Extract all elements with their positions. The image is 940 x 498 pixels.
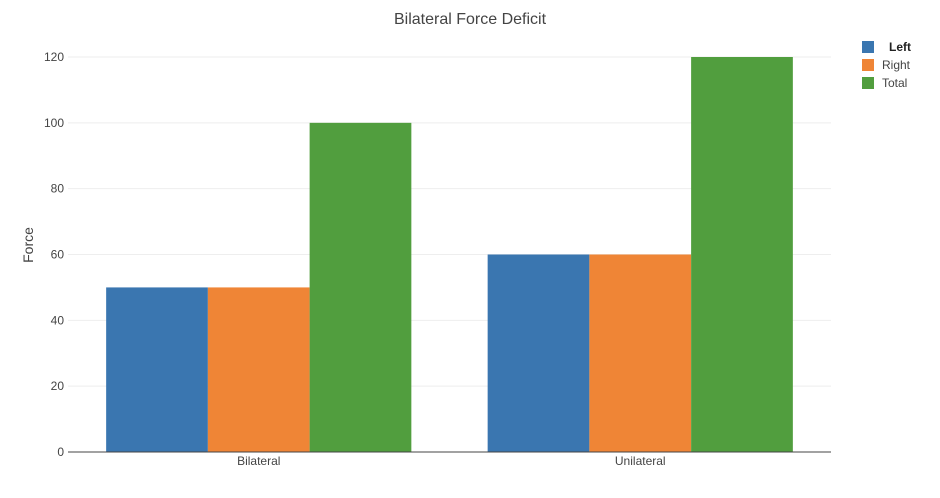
y-tick-label-100: 100 [44,116,64,130]
legend-label-left: Left [889,40,911,54]
legend-swatch-left [862,41,874,53]
legend-label-right: Right [882,58,911,72]
bar-total-bilateral[interactable] [309,122,412,452]
legend-label-total: Total [882,76,907,90]
legend[interactable]: Left Right Total [862,40,911,90]
y-tick-label-120: 120 [44,50,64,64]
legend-swatch-right [862,59,874,71]
y-tick-label-0: 0 [57,445,64,459]
x-tick-label-bilateral: Bilateral [237,454,280,468]
y-tick-label-80: 80 [51,182,65,196]
y-tick-label-60: 60 [51,248,65,262]
bar-right-unilateral[interactable] [589,254,692,453]
bar-right-bilateral[interactable] [207,287,310,452]
bar-total-unilateral[interactable] [691,57,793,452]
y-tick-label-20: 20 [51,379,65,393]
axes: 0 20 40 60 80 100 120 Bilateral Unilateral [44,50,831,468]
legend-item-left[interactable]: Left [862,40,911,54]
y-axis-title: Force [20,227,36,263]
bars [106,57,793,452]
legend-item-total[interactable]: Total [862,76,907,90]
y-tick-label-40: 40 [51,313,65,327]
legend-item-right[interactable]: Right [862,58,911,72]
legend-swatch-total [862,77,874,89]
bar-left-bilateral[interactable] [106,287,208,452]
chart-title: Bilateral Force Deficit [394,11,547,28]
bar-left-unilateral[interactable] [487,254,590,453]
x-tick-label-unilateral: Unilateral [615,454,666,468]
